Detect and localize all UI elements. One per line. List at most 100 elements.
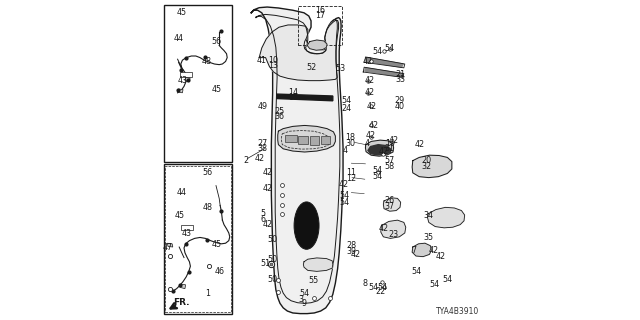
Bar: [181, 225, 193, 230]
Text: 17: 17: [316, 11, 326, 20]
Text: 42: 42: [414, 140, 424, 149]
Bar: [321, 136, 330, 144]
Text: 42: 42: [255, 154, 265, 163]
Text: 42: 42: [339, 180, 349, 189]
Text: 56: 56: [202, 168, 212, 177]
Text: 56: 56: [211, 37, 221, 46]
Text: 42: 42: [262, 184, 272, 193]
Text: 42: 42: [429, 246, 438, 255]
Text: 22: 22: [375, 287, 385, 296]
Text: 2: 2: [243, 156, 248, 165]
Text: 21: 21: [396, 70, 406, 79]
Text: 42: 42: [379, 148, 389, 156]
Text: 42: 42: [365, 76, 374, 85]
Polygon shape: [178, 89, 183, 93]
Text: 42: 42: [262, 168, 272, 177]
Text: 54: 54: [385, 44, 395, 53]
Text: 13: 13: [269, 61, 278, 70]
Bar: [165, 166, 231, 312]
Text: 42: 42: [351, 250, 361, 259]
Text: 50: 50: [268, 255, 278, 264]
Polygon shape: [366, 58, 403, 67]
Polygon shape: [383, 198, 401, 211]
Polygon shape: [168, 243, 173, 247]
Text: 8: 8: [363, 279, 368, 288]
Text: 3: 3: [298, 295, 303, 304]
Polygon shape: [259, 20, 339, 81]
Polygon shape: [277, 94, 333, 101]
Text: 54: 54: [300, 289, 310, 298]
Text: 54: 54: [369, 283, 379, 292]
Text: 52: 52: [306, 63, 316, 72]
Text: 54: 54: [411, 267, 421, 276]
Text: 19: 19: [385, 139, 395, 148]
Text: 6: 6: [260, 215, 266, 224]
Text: 45: 45: [212, 240, 222, 249]
Text: 42: 42: [363, 57, 373, 66]
Text: 20: 20: [421, 156, 431, 165]
Text: 1: 1: [205, 289, 210, 298]
Polygon shape: [251, 7, 343, 314]
Text: 26: 26: [385, 196, 395, 205]
Text: 42: 42: [378, 224, 388, 233]
Bar: [285, 135, 297, 142]
Text: 12: 12: [346, 174, 356, 183]
Bar: [310, 136, 319, 145]
Text: 40: 40: [394, 102, 404, 111]
Text: 9: 9: [301, 300, 307, 308]
Text: 48: 48: [202, 57, 211, 66]
Text: 57: 57: [385, 156, 395, 165]
Polygon shape: [381, 220, 406, 238]
Text: 37: 37: [385, 202, 395, 211]
Text: 42: 42: [262, 220, 272, 229]
Polygon shape: [180, 284, 186, 289]
Text: 30: 30: [346, 139, 355, 148]
Text: 51: 51: [260, 260, 271, 268]
Text: 24: 24: [341, 104, 351, 113]
Text: 47: 47: [163, 243, 173, 252]
Polygon shape: [368, 145, 390, 155]
Text: 42: 42: [369, 121, 379, 130]
Text: 11: 11: [346, 168, 356, 177]
Text: 31: 31: [385, 144, 395, 153]
Text: TYA4B3910: TYA4B3910: [436, 307, 479, 316]
Text: 45: 45: [177, 8, 187, 17]
Text: 48: 48: [202, 203, 212, 212]
Text: 58: 58: [385, 162, 395, 171]
Text: 34: 34: [424, 211, 434, 220]
Text: 42: 42: [366, 102, 376, 111]
Text: 54: 54: [372, 172, 383, 181]
Text: 54: 54: [341, 96, 351, 105]
Polygon shape: [185, 77, 190, 82]
Bar: [298, 136, 308, 144]
Text: FR.: FR.: [173, 298, 190, 307]
Bar: [164, 5, 232, 162]
Text: 45: 45: [175, 211, 185, 220]
Text: 53: 53: [336, 64, 346, 73]
Text: 16: 16: [316, 6, 326, 15]
Polygon shape: [365, 68, 403, 77]
Text: 4: 4: [365, 140, 370, 148]
Text: 42: 42: [365, 132, 376, 140]
Text: 54: 54: [442, 275, 452, 284]
Text: 50: 50: [268, 275, 278, 284]
Text: 46: 46: [214, 267, 224, 276]
Text: 33: 33: [396, 75, 406, 84]
Polygon shape: [278, 125, 335, 152]
Text: 35: 35: [424, 233, 434, 242]
Text: 29: 29: [394, 96, 404, 105]
Ellipse shape: [294, 202, 319, 249]
Text: 15: 15: [288, 93, 298, 102]
Polygon shape: [412, 155, 452, 178]
Polygon shape: [428, 207, 465, 228]
Text: 41: 41: [257, 56, 267, 65]
Text: 54: 54: [372, 47, 383, 56]
Text: 44: 44: [177, 188, 187, 197]
Text: 4: 4: [342, 146, 348, 155]
Text: 55: 55: [308, 276, 319, 285]
Text: 38: 38: [257, 144, 268, 153]
Bar: [298, 6, 342, 45]
Text: 32: 32: [421, 162, 431, 171]
Text: 18: 18: [346, 133, 355, 142]
Polygon shape: [365, 140, 394, 156]
